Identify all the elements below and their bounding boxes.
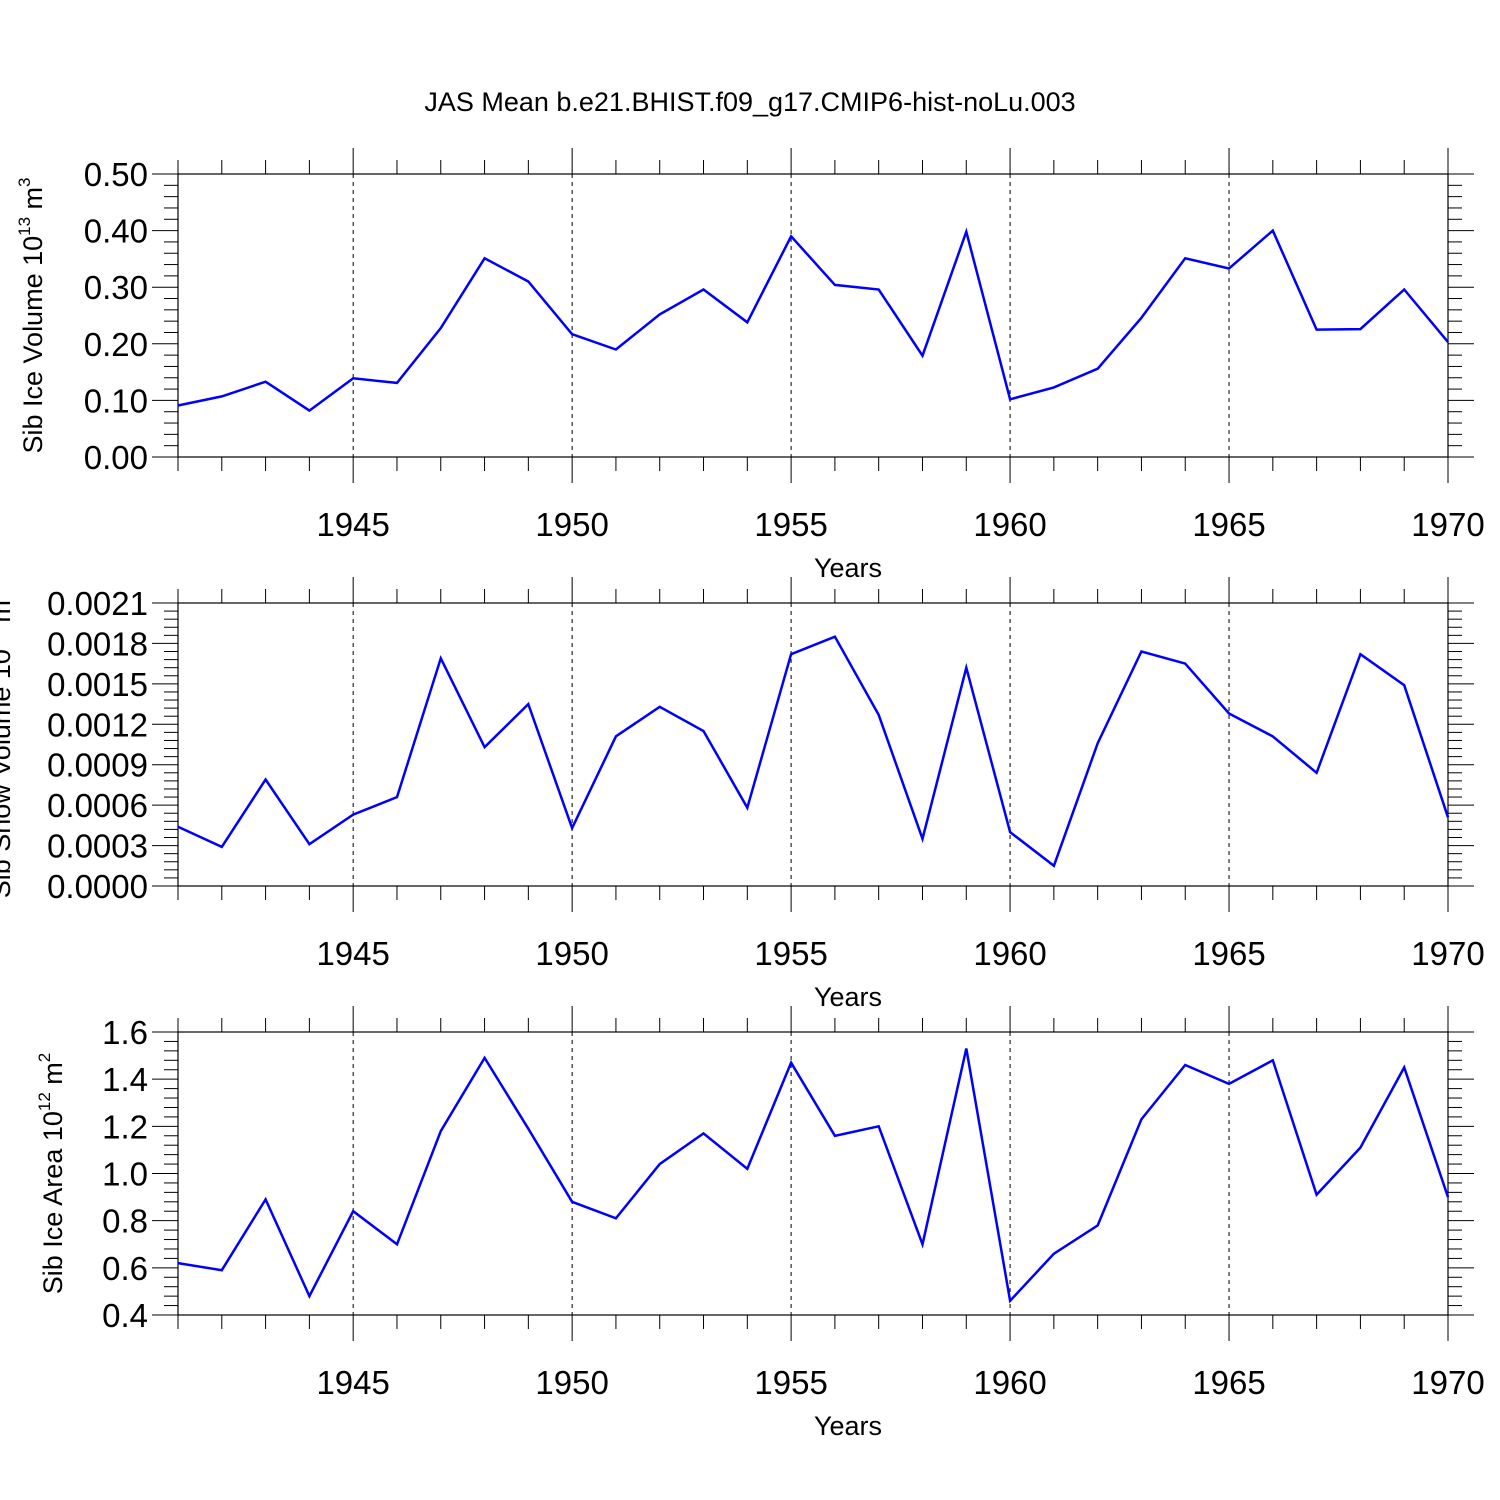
y-axis-title: Sib Ice Volume 1013 m3 [15,177,48,453]
x-axis-title: Years [814,982,882,1012]
x-tick-label: 1950 [535,506,608,543]
y-tick-label: 0.50 [84,156,148,193]
x-tick-label: 1970 [1411,1364,1484,1401]
x-tick-label: 1950 [535,1364,608,1401]
y-tick-label: 0.20 [84,326,148,363]
x-axis-title: Years [814,1411,882,1441]
x-tick-label: 1970 [1411,506,1484,543]
y-tick-label: 0.0012 [47,706,148,743]
y-tick-label: 0.0021 [47,585,148,622]
y-tick-label: 1.4 [102,1061,148,1098]
y-tick-label: 0.0018 [47,625,148,662]
x-tick-label: 1960 [973,506,1046,543]
x-tick-label: 1960 [973,935,1046,972]
x-tick-label: 1945 [316,506,389,543]
x-axis-title: Years [814,553,882,583]
plot-frame [177,1031,1449,1316]
y-tick-label: 0.0009 [47,747,148,784]
y-tick-label: 0.10 [84,382,148,419]
y-tick-label: 0.0000 [47,868,148,905]
y-tick-label: 0.4 [102,1297,148,1334]
y-axis-title: Sib Ice Area 1012 m2 [35,1053,68,1295]
y-tick-label: 1.2 [102,1108,148,1145]
y-tick-label: 0.30 [84,269,148,306]
y-tick-label: 0.6 [102,1250,148,1287]
x-tick-label: 1945 [316,935,389,972]
y-axis-title: Sib Snow Volume 1013 m3 [0,591,16,899]
chart-panel-3: 0.4 0.6 0.8 1.0 1.2 1.4 1.6 1945 1950 1955 1960 196… [35,1006,1485,1441]
x-tick-label: 1960 [973,1364,1046,1401]
x-tick-label: 1965 [1192,935,1265,972]
x-tick-label: 1945 [316,1364,389,1401]
y-tick-label: 0.0006 [47,787,148,824]
x-tick-label: 1950 [535,935,608,972]
y-tick-label: 1.6 [102,1014,148,1051]
x-tick-label: 1965 [1192,1364,1265,1401]
chart-panel-1: 0.00 0.10 0.20 0.30 0.40 0.50 1945 1950 1955 1960… [15,148,1485,583]
series-line [177,227,1449,413]
series-line [177,1048,1450,1304]
chart-title: JAS Mean b.e21.BHIST.f09_g17.CMIP6-hist-… [424,87,1075,117]
y-tick-label: 1.0 [102,1156,148,1193]
x-tick-label: 1970 [1411,935,1484,972]
y-tick-label: 0.0003 [47,828,148,865]
y-tick-label: 0.00 [84,439,148,476]
series-line [177,635,1450,868]
x-tick-label: 1955 [754,1364,827,1401]
y-tick-label: 0.0015 [47,666,148,703]
y-tick-label: 0.40 [84,213,148,250]
y-tick-label: 0.8 [102,1203,148,1240]
x-tick-label: 1955 [754,935,827,972]
plot-frame [177,602,1449,887]
x-tick-label: 1965 [1192,506,1265,543]
x-tick-label: 1955 [754,506,827,543]
plot-frame [177,173,1449,458]
